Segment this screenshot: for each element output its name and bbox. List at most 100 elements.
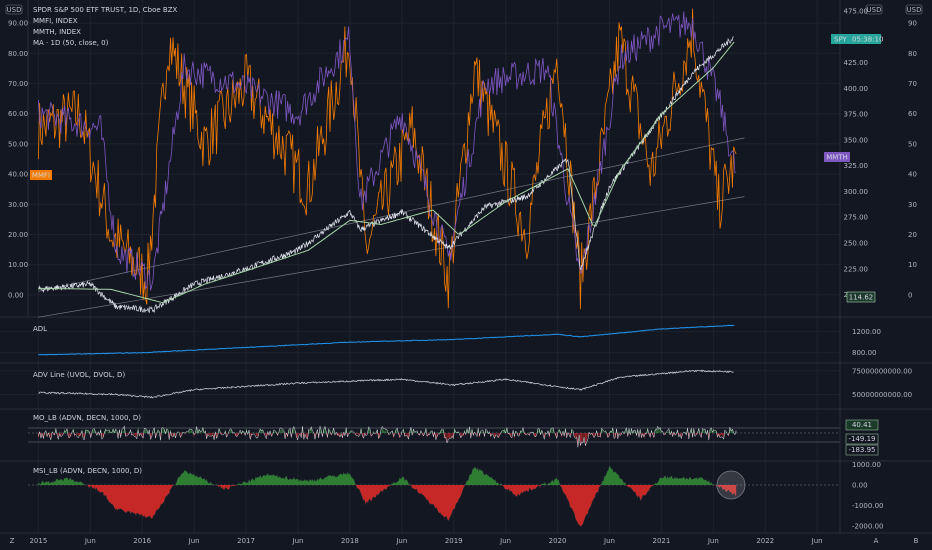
right-pct-tick: 50 xyxy=(908,140,917,148)
mmfi-line xyxy=(38,8,737,310)
panes xyxy=(0,0,932,534)
right-pct-tick: 80 xyxy=(908,50,917,58)
spy-price-line xyxy=(38,36,734,314)
time-axis-label: Jun xyxy=(395,537,407,545)
main-legend-item: MA · 1D (50, close, 0) xyxy=(33,39,109,47)
mo-legend: MO_LB (ADVN, DECN, 1000, D) xyxy=(33,414,141,422)
msi-axis-tick: 1000.00 xyxy=(852,461,881,469)
mmth-tag xyxy=(824,152,850,162)
auto-scale-icon: A xyxy=(874,537,879,545)
left-axis-tick: 30.00 xyxy=(8,201,28,209)
main-legend-item: SPDR S&P 500 ETF TRUST, 1D, Cboe BZX xyxy=(33,6,177,14)
adv-legend: ADV Line (UVOL, DVOL, D) xyxy=(33,371,125,379)
time-axis-label: Jun xyxy=(188,537,200,545)
time-axis-label: Jun xyxy=(499,537,511,545)
adv-axis-tick: 75000000000.00 xyxy=(852,367,912,375)
legends-layer: SPDR S&P 500 ETF TRUST, 1D, Cboe BZX MMFI… xyxy=(33,6,177,475)
left-axis-tick: 70.00 xyxy=(8,80,28,88)
right-pct-tick: 20 xyxy=(908,231,917,239)
right-price-tick: 250.00 xyxy=(844,240,869,248)
left-axis-tick: 90.00 xyxy=(8,20,28,28)
trendline-lower xyxy=(38,196,745,318)
trendline-upper xyxy=(38,137,745,292)
time-axis-label: 2021 xyxy=(652,537,670,545)
time-axis-label: Jun xyxy=(603,537,615,545)
mmfi-tag-label: MMFI xyxy=(32,172,50,180)
time-axis-label: 2017 xyxy=(237,537,255,545)
mo-tag-value: 40.41 xyxy=(852,421,872,429)
spy-tag xyxy=(831,34,881,44)
left-axis-tick: 20.00 xyxy=(8,231,28,239)
time-axis-label: 2019 xyxy=(445,537,463,545)
left-axis-tick: 80.00 xyxy=(8,50,28,58)
mo-tag xyxy=(845,419,879,431)
time-axis-label: 2022 xyxy=(756,537,774,545)
time-axis-label: Jun xyxy=(84,537,96,545)
highlight-circle xyxy=(716,470,746,500)
msi-legend: MSI_LB (ADVN, DECN, 1000, D) xyxy=(33,467,142,475)
right-price-tick: 225.00 xyxy=(844,265,869,273)
ma-line xyxy=(38,41,735,304)
adv-axis-tick: 50000000000.00 xyxy=(852,391,912,399)
mo-tag-value: -183.95 xyxy=(848,446,875,454)
right-pct-tick: 70 xyxy=(908,80,917,88)
msi-axis-tick: -1000.00 xyxy=(852,502,883,510)
right-price-tick: 425.00 xyxy=(844,59,869,67)
left-axis-tick: 50.00 xyxy=(8,140,28,148)
mmth-tag-label: MMTH xyxy=(826,154,848,162)
msi-positive-area xyxy=(38,465,737,485)
time-axis-label: 2020 xyxy=(549,537,567,545)
adl-axis-tick: 800.00 xyxy=(852,349,877,357)
series-layer xyxy=(38,8,746,527)
right-price-tick: 325.00 xyxy=(844,162,869,170)
right-pct-tick: 30 xyxy=(908,201,917,209)
left-axis-tick: 0.00 xyxy=(8,291,24,299)
currency-badge-right-text: USD xyxy=(867,6,882,14)
right-pct-tick: 90 xyxy=(908,20,917,28)
left-axis-tick: 60.00 xyxy=(8,110,28,118)
currency-badge-left xyxy=(5,4,23,15)
left-axis-tick: 10.00 xyxy=(8,261,28,269)
settings-icon: B xyxy=(914,537,919,545)
currency-badge-right2-text: USD xyxy=(907,6,922,14)
price-tag xyxy=(846,291,876,303)
right-pct-tick: 0 xyxy=(908,291,912,299)
axes-layer: 2015 Jun 2016 Jun 2017 Jun 2018 Jun 2019 Jun 2020 J… xyxy=(5,4,923,545)
time-axis-label: 2015 xyxy=(29,537,47,545)
msi-axis-tick: 0.00 xyxy=(852,482,868,490)
time-axis-label: Jun xyxy=(811,537,823,545)
right-price-tick: 475.00 xyxy=(844,8,869,16)
right-price-tick: 375.00 xyxy=(844,111,869,119)
msi-line xyxy=(38,464,737,527)
spy-tag-label: SPY xyxy=(834,36,848,44)
adl-line xyxy=(38,324,735,356)
price-tags: SPY 05:38:10 MMTH MMFI 114.62 40.41 -149.19 -18… xyxy=(30,34,883,456)
left-axis-tick: 40.00 xyxy=(8,171,28,179)
price-tag-value: 114.62 xyxy=(849,294,874,302)
mo-tag-value: -149.19 xyxy=(848,435,875,443)
adl-axis-tick: 1200.00 xyxy=(852,328,881,336)
main-legend-item: MMTH, INDEX xyxy=(33,28,81,36)
right-pct-tick: 40 xyxy=(908,171,917,179)
right-price-tick: 275.00 xyxy=(844,214,869,222)
mo-tag xyxy=(845,433,879,445)
zoom-icon: Z xyxy=(10,537,15,545)
grid xyxy=(0,0,840,533)
main-legend-item: MMFI, INDEX xyxy=(33,17,78,25)
currency-badge-left-text: USD xyxy=(7,6,22,14)
mo-line xyxy=(38,424,737,448)
adv-line xyxy=(38,369,734,399)
time-axis-label: Jun xyxy=(292,537,304,545)
mo-tag xyxy=(845,444,879,456)
right-price-tick: 400.00 xyxy=(844,85,869,93)
time-axis-label: 2018 xyxy=(341,537,359,545)
currency-badge-right2 xyxy=(905,4,923,15)
right-pct-tick: 10 xyxy=(908,261,917,269)
currency-badge-right xyxy=(865,4,883,15)
right-price-tick: 300.00 xyxy=(844,188,869,196)
right-price-tick: 350.00 xyxy=(844,136,869,144)
time-axis-label: 2016 xyxy=(133,537,151,545)
msi-axis-tick: -2000.00 xyxy=(852,523,883,531)
spy-tag-time: 05:38:10 xyxy=(852,36,883,44)
